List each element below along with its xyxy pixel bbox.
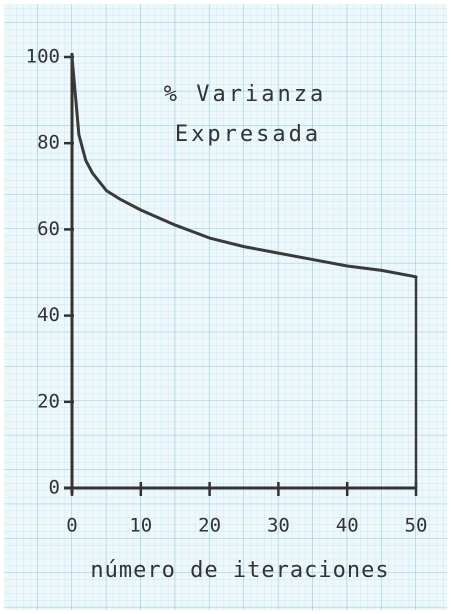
x-tick-label: 50 bbox=[405, 515, 428, 537]
line-series bbox=[70, 55, 418, 279]
y-tick-label: 0 bbox=[49, 477, 60, 499]
paper-grid-major bbox=[4, 4, 447, 610]
x-tick-label: 0 bbox=[66, 515, 77, 537]
x-tick-label: 20 bbox=[198, 515, 221, 537]
chart-title-line: % Varianza bbox=[164, 82, 326, 107]
y-tick-label: 20 bbox=[37, 390, 60, 412]
y-tick-label: 60 bbox=[37, 218, 60, 240]
x-tick-label: 10 bbox=[129, 515, 152, 537]
x-axis-label: número de iteraciones bbox=[90, 558, 389, 583]
y-tick-label: 100 bbox=[26, 46, 60, 68]
y-tick-label: 80 bbox=[37, 132, 60, 154]
chart-title-line: Expresada bbox=[175, 122, 321, 147]
y-tick-label: 40 bbox=[37, 304, 60, 326]
x-tick-label: 30 bbox=[267, 515, 290, 537]
x-tick-label: 40 bbox=[336, 515, 359, 537]
